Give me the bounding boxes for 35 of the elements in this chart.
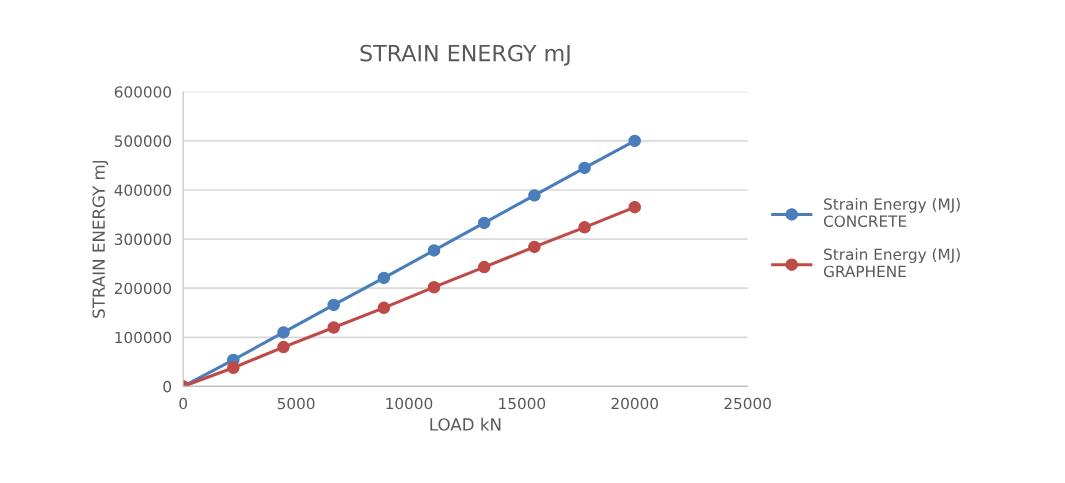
legend-label: Strain Energy (MJ) GRAPHENE	[823, 248, 960, 278]
y-tick-label: 100000	[115, 331, 172, 344]
x-tick-label: 10000	[386, 397, 433, 410]
y-tick-label: 600000	[114, 86, 172, 98]
point	[578, 221, 591, 234]
y-tick-label: 300000	[114, 233, 172, 246]
point	[477, 216, 491, 230]
y-tick-label: 0	[163, 380, 172, 393]
y-axis-title: STRAIN ENERGY mJ	[92, 160, 109, 318]
y-tick-label: 200000	[114, 282, 172, 295]
legend-label: Strain Energy (MJ) CONCRETE	[823, 198, 960, 227]
point	[377, 271, 391, 285]
point	[477, 260, 491, 274]
x-axis-title: LOAD kN	[430, 417, 501, 431]
point	[377, 301, 391, 315]
x-tick-label: 25000	[724, 397, 771, 410]
point	[578, 161, 591, 175]
x-tick-label: 0	[179, 397, 188, 410]
x-tick-label: 15000	[499, 397, 546, 410]
point	[327, 321, 340, 334]
point	[227, 361, 240, 374]
point	[628, 200, 641, 214]
point	[427, 280, 441, 294]
chart-title: STRAIN ENERGY mJ	[360, 44, 570, 66]
point	[528, 240, 541, 254]
point	[628, 134, 641, 148]
point	[327, 298, 340, 312]
y-tick-label: 500000	[114, 135, 172, 147]
point	[528, 189, 541, 202]
x-tick-label: 5000	[277, 397, 315, 410]
x-tick-label: 20000	[611, 397, 659, 410]
y-tick-label: 400000	[114, 184, 172, 196]
point	[427, 244, 441, 257]
point	[277, 340, 290, 354]
point	[277, 326, 290, 339]
